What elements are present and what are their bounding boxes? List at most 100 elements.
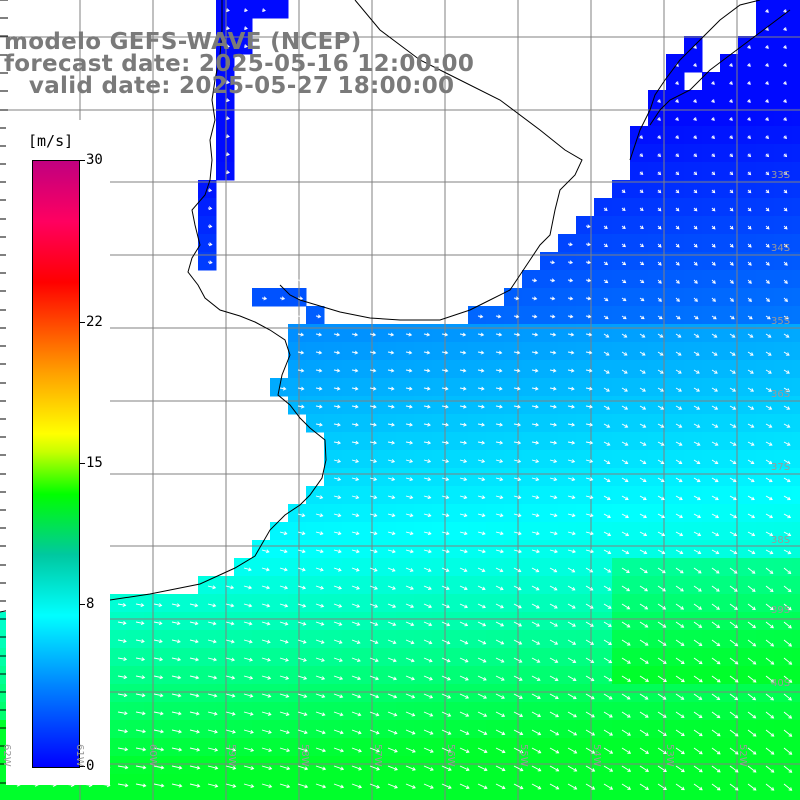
wind-arrow (423, 711, 434, 717)
wind-arrow (387, 549, 396, 554)
wind-arrow (351, 495, 360, 500)
wind-cell (594, 738, 613, 757)
wind-arrow (225, 711, 236, 716)
wind-arrow (693, 693, 703, 700)
wind-arrow (333, 621, 343, 626)
wind-arrow (207, 603, 217, 608)
wind-arrow (657, 693, 667, 700)
wind-cell (108, 774, 127, 793)
wind-arrow (189, 783, 201, 788)
wind-cell (504, 504, 523, 523)
wind-arrow (693, 171, 698, 176)
wind-cell (792, 648, 800, 667)
wind-arrow (297, 314, 304, 319)
wind-cell (792, 468, 800, 487)
colorbar-tick (79, 160, 85, 161)
wind-arrow (585, 477, 594, 482)
wind-arrow (351, 422, 359, 427)
wind-arrow (387, 639, 397, 645)
wind-arrow (639, 693, 649, 700)
wind-cell (252, 0, 271, 19)
wind-cell (756, 594, 775, 613)
wind-arrow (243, 693, 254, 698)
wind-cell (306, 648, 325, 667)
wind-cell (630, 666, 649, 685)
wind-arrow (261, 296, 268, 301)
wind-arrow (711, 513, 720, 519)
wind-cell (360, 774, 379, 793)
wind-arrow (603, 495, 611, 501)
wind-arrow (513, 765, 524, 772)
wind-cell (288, 756, 307, 775)
wind-cell (612, 306, 631, 325)
wind-cell (342, 702, 361, 721)
wind-arrow (639, 783, 649, 790)
wind-cell (414, 666, 433, 685)
wind-arrow (765, 495, 773, 501)
wind-cell (792, 36, 800, 55)
wind-cell (324, 558, 343, 577)
lon-label: 57W (372, 744, 383, 767)
wind-cell (612, 378, 631, 397)
wind-arrow (639, 495, 647, 501)
wind-arrow (639, 279, 645, 284)
wind-arrow (639, 621, 649, 628)
colorbar (32, 160, 80, 768)
wind-arrow (531, 675, 541, 681)
wind-cell (630, 270, 649, 289)
wind-arrow (729, 63, 733, 67)
wind-cell (414, 558, 433, 577)
wind-arrow (783, 171, 788, 176)
wind-arrow (333, 513, 342, 518)
wind-arrow (567, 621, 576, 627)
wind-arrow (783, 117, 787, 121)
wind-cell (468, 594, 487, 613)
wind-arrow (693, 189, 698, 194)
wind-cell (648, 162, 667, 181)
wind-cell (396, 414, 415, 433)
wind-arrow (225, 26, 230, 31)
wind-cell (306, 540, 325, 559)
wind-arrow (729, 567, 738, 574)
wind-arrow (189, 675, 200, 680)
wind-arrow (333, 729, 344, 735)
wind-cell (504, 648, 523, 667)
wind-cell (216, 90, 235, 109)
wind-arrow (567, 296, 574, 301)
wind-cell (558, 576, 577, 595)
wind-cell (738, 468, 757, 487)
wind-arrow (783, 225, 788, 230)
wind-arrow (387, 747, 398, 753)
wind-cell (702, 396, 721, 415)
wind-arrow (549, 332, 557, 337)
wind-cell (702, 90, 721, 109)
wind-cell (378, 432, 397, 451)
wind-cell (702, 774, 721, 793)
wind-arrow (315, 657, 325, 662)
wind-cell (792, 162, 800, 181)
wind-cell (342, 342, 361, 361)
wind-cell (738, 72, 757, 91)
wind-arrow (225, 152, 230, 157)
wind-cell (576, 756, 595, 775)
wind-cell (738, 306, 757, 325)
wind-arrow (351, 693, 362, 699)
wind-cell (558, 504, 577, 523)
wind-arrow (513, 567, 522, 573)
wind-arrow (261, 765, 273, 771)
wind-cell (504, 486, 523, 505)
wind-arrow (513, 531, 522, 536)
wind-arrow (315, 404, 323, 409)
wind-arrow (783, 459, 791, 465)
wind-cell (198, 792, 217, 800)
wind-cell (702, 306, 721, 325)
wind-cell (576, 288, 595, 307)
wind-cell (450, 630, 469, 649)
wind-cell (378, 738, 397, 757)
wind-arrow (351, 729, 362, 735)
wind-arrow (711, 297, 716, 302)
wind-arrow (387, 675, 397, 681)
wind-arrow (621, 189, 626, 193)
wind-arrow (459, 332, 467, 337)
wind-cell (540, 432, 559, 451)
